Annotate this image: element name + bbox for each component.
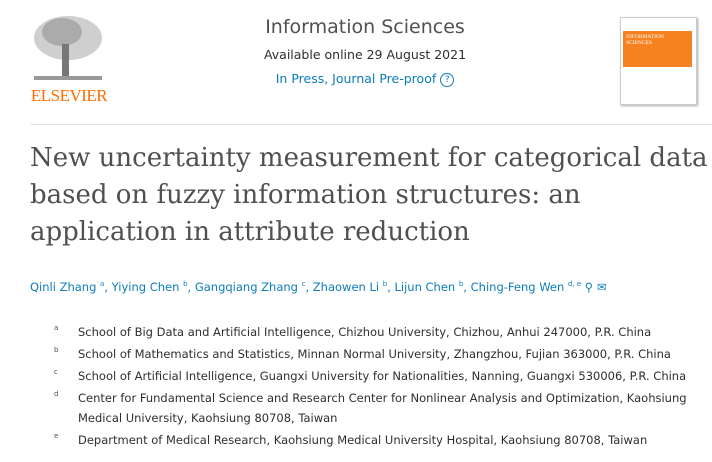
affiliation: e Department of Medical Research, Kaohsiu…: [54, 430, 696, 450]
help-icon[interactable]: ?: [440, 72, 455, 87]
affiliation-label: a: [54, 324, 59, 332]
affiliation: d Center for Fundamental Science and Rese…: [54, 388, 696, 428]
author-name[interactable]: Ching-Feng Wen: [470, 280, 565, 294]
affiliation-marker[interactable]: d, e: [567, 280, 582, 289]
article-status[interactable]: In Press, Journal Pre-proof?: [200, 71, 530, 87]
author-name[interactable]: Lijun Chen: [394, 280, 456, 294]
affiliation-marker[interactable]: b: [183, 280, 188, 289]
affiliation-label: d: [54, 390, 59, 398]
person-icon[interactable]: ⚲: [584, 280, 594, 294]
affiliation-label: b: [54, 346, 59, 354]
journal-title[interactable]: Information Sciences: [265, 16, 465, 38]
author-name[interactable]: Zhaowen Li: [312, 280, 380, 294]
author-link[interactable]: Qinli Zhang a: [30, 280, 104, 294]
author-link[interactable]: Ching-Feng Wen d, e: [471, 280, 581, 294]
affiliation-text: Center for Fundamental Science and Resea…: [78, 391, 687, 425]
article-title: New uncertainty measurement for categori…: [30, 143, 708, 247]
author-name[interactable]: Qinli Zhang: [30, 280, 97, 294]
author-name[interactable]: Gangqiang Zhang: [194, 280, 298, 294]
status-link[interactable]: In Press, Journal Pre-proof: [275, 71, 437, 86]
elsevier-logo[interactable]: ELSEVIER: [28, 14, 110, 106]
affiliation-marker[interactable]: b: [458, 280, 464, 289]
cover-title: INFORMATION SCIENCES: [623, 31, 692, 67]
affiliation-marker[interactable]: c: [301, 280, 306, 289]
elsevier-wordmark: ELSEVIER: [30, 86, 108, 105]
affiliation-text: Department of Medical Research, Kaohsiun…: [78, 433, 648, 447]
author-list: Qinli Zhang a, Yiying Chen b, Gangqiang …: [30, 280, 607, 294]
email-icon[interactable]: ✉: [596, 280, 607, 294]
author-link[interactable]: Gangqiang Zhang c: [195, 280, 306, 294]
affiliation-text: School of Mathematics and Statistics, Mi…: [78, 347, 671, 361]
tree-logo-icon: [34, 16, 102, 80]
author-link[interactable]: Lijun Chen b: [395, 280, 464, 294]
affiliation-label: c: [54, 368, 58, 376]
affiliation-marker[interactable]: a: [100, 280, 105, 289]
author-link[interactable]: Zhaowen Li b: [313, 280, 387, 294]
affiliation: c School of Artificial Intelligence, Guan…: [54, 366, 696, 386]
author-name[interactable]: Yiying Chen: [111, 280, 180, 294]
divider: [30, 124, 712, 125]
affiliation-text: School of Big Data and Artificial Intell…: [78, 325, 652, 339]
affiliation-label: e: [54, 432, 59, 440]
affiliation-text: School of Artificial Intelligence, Guang…: [78, 369, 687, 383]
affiliation-marker[interactable]: b: [382, 280, 388, 289]
affiliation: b School of Mathematics and Statistics, M…: [54, 344, 696, 364]
affiliation: a School of Big Data and Artificial Intel…: [54, 322, 696, 342]
journal-cover[interactable]: INFORMATION SCIENCES: [620, 17, 697, 105]
author-link[interactable]: Yiying Chen b: [112, 280, 188, 294]
available-online-date: Available online 29 August 2021: [263, 47, 467, 62]
